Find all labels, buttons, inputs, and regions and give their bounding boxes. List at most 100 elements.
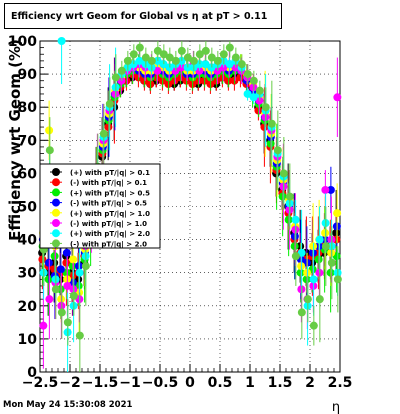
x-tick-label: 2 xyxy=(305,375,315,391)
data-point xyxy=(327,258,336,267)
data-point xyxy=(69,255,78,264)
data-point xyxy=(62,248,71,257)
legend-label: (-) with pT/|q| > 0.5 xyxy=(70,200,147,209)
data-point xyxy=(51,285,60,294)
data-point xyxy=(315,235,324,244)
y-tick-label: 0 xyxy=(27,365,37,381)
data-point xyxy=(147,56,156,65)
x-tick-label: −2 xyxy=(59,375,80,391)
y-tick-label: 70 xyxy=(18,133,38,149)
data-point xyxy=(129,50,138,59)
data-point xyxy=(309,275,318,284)
data-point xyxy=(326,185,335,194)
legend: (+) with pT/|q| > 0.1(-) with pT/|q| > 0… xyxy=(39,163,161,249)
y-tick-label: 60 xyxy=(18,166,38,182)
data-point xyxy=(56,265,65,274)
data-point xyxy=(243,70,252,79)
x-tick-label: 0 xyxy=(185,375,195,391)
timestamp: Mon May 24 15:30:08 2021 xyxy=(3,400,133,410)
data-point xyxy=(123,56,132,65)
data-point xyxy=(135,43,144,52)
y-tick-label: 40 xyxy=(18,233,38,249)
data-point xyxy=(57,308,66,317)
data-point xyxy=(291,215,300,224)
data-point xyxy=(249,76,258,85)
data-point xyxy=(225,43,234,52)
x-tick-label: 1 xyxy=(245,375,255,391)
legend-label: (+) with pT/|q| > 0.1 xyxy=(70,169,150,178)
data-point xyxy=(57,37,66,45)
data-point xyxy=(321,242,330,251)
data-point xyxy=(279,169,288,178)
data-point xyxy=(303,295,312,304)
y-tick-label: 100 xyxy=(8,34,37,50)
legend-label: (+) with pT/|q| > 2.0 xyxy=(70,230,150,239)
data-point xyxy=(105,99,114,108)
y-axis-label: Efficiency wrt Geom (%) xyxy=(6,39,24,241)
data-point xyxy=(333,93,342,102)
data-point xyxy=(213,56,222,65)
data-point xyxy=(207,53,216,62)
data-point xyxy=(153,46,162,55)
legend-label: (-) with pT/|q| > 1.0 xyxy=(70,220,147,229)
axis-ticks: −2.5 −2 −1.5 −1 −0.5 0 0.5 1 1.5 2 2.5 0 10 20 30 40 50 6… xyxy=(8,34,353,391)
data-point xyxy=(183,53,192,62)
data-point xyxy=(291,252,300,261)
chart-title: Efficiency wrt Geom for Global vs η at p… xyxy=(11,11,268,22)
data-point xyxy=(333,275,342,284)
data-point xyxy=(117,66,126,75)
chart-title-box: Efficiency wrt Geom for Global vs η at p… xyxy=(4,3,282,29)
x-tick-label: −1.5 xyxy=(82,375,119,391)
x-tick-label: −2.5 xyxy=(22,375,59,391)
y-tick-label: 80 xyxy=(18,100,38,116)
data-point xyxy=(75,331,84,340)
data-point xyxy=(63,281,72,290)
data-point xyxy=(231,53,240,62)
legend-box xyxy=(39,163,161,249)
y-tick-label: 10 xyxy=(18,332,38,348)
data-point xyxy=(285,192,294,201)
x-tick-label: 0.5 xyxy=(208,375,233,391)
data-point xyxy=(165,53,174,62)
y-tick-label: 20 xyxy=(18,299,38,315)
legend-label: (+) with pT/|q| > 1.0 xyxy=(70,210,150,219)
data-point xyxy=(99,129,108,138)
data-points xyxy=(38,37,342,372)
y-tick-label: 30 xyxy=(18,266,38,282)
data-point xyxy=(171,56,180,65)
data-point xyxy=(39,321,48,330)
data-point xyxy=(45,295,54,304)
data-point xyxy=(201,46,210,55)
data-point xyxy=(321,185,330,194)
legend-label: (+) with pT/|q| > 0.5 xyxy=(70,189,150,198)
data-point xyxy=(261,103,270,112)
data-point xyxy=(63,318,72,327)
data-point xyxy=(219,50,228,59)
data-point xyxy=(249,93,258,102)
legend-label: (-) with pT/|q| > 2.0 xyxy=(70,240,147,249)
data-point xyxy=(177,46,186,55)
data-point xyxy=(243,89,252,98)
data-point xyxy=(255,86,264,95)
data-point xyxy=(159,50,168,59)
data-point xyxy=(189,56,198,65)
x-tick-label: 2.5 xyxy=(328,375,353,391)
data-point xyxy=(267,119,276,128)
data-point xyxy=(273,146,282,155)
x-axis-label: η xyxy=(332,400,340,414)
legend-label: (-) with pT/|q| > 0.1 xyxy=(70,179,147,188)
y-tick-label: 50 xyxy=(18,200,38,216)
data-point xyxy=(237,60,246,69)
data-point xyxy=(225,60,234,69)
data-point xyxy=(201,60,210,69)
x-tick-label: −1 xyxy=(119,375,140,391)
y-tick-label: 90 xyxy=(18,67,38,83)
data-point xyxy=(135,56,144,65)
data-point xyxy=(111,73,120,82)
data-point xyxy=(141,53,150,62)
data-point xyxy=(81,262,90,271)
data-point xyxy=(297,308,306,317)
data-point xyxy=(45,146,54,155)
data-point xyxy=(75,268,84,277)
